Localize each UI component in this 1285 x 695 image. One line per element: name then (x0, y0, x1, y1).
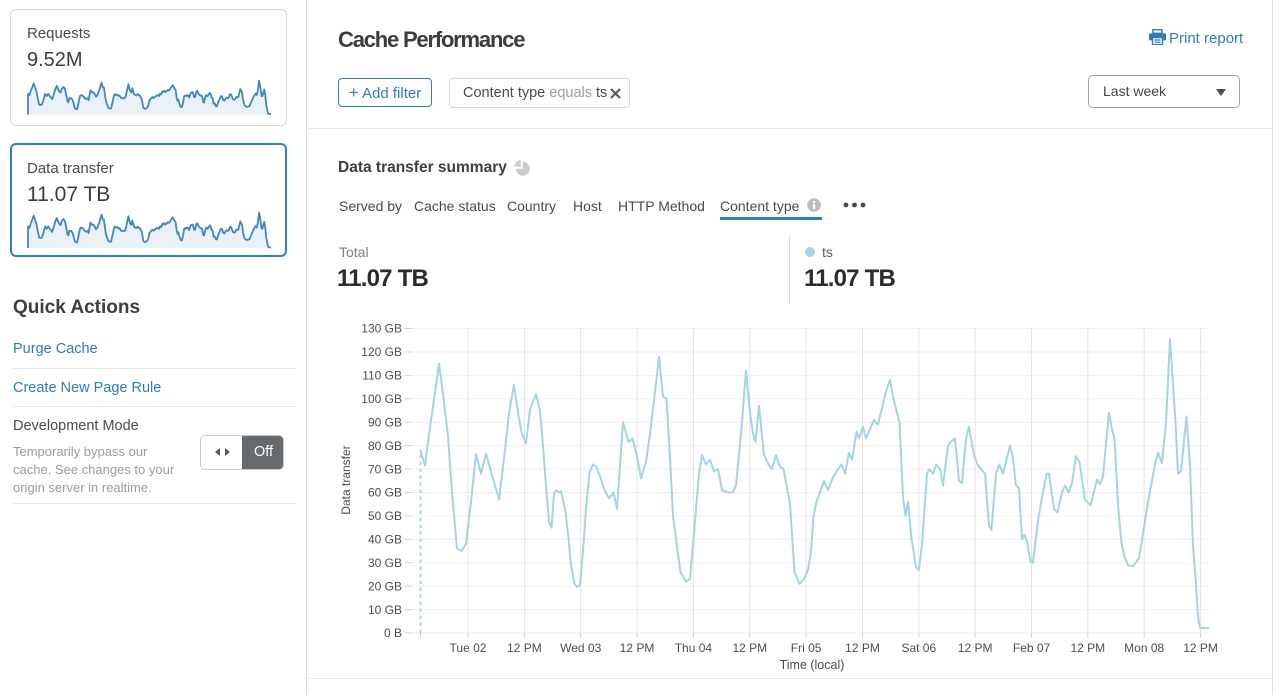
svg-text:12 PM: 12 PM (845, 641, 880, 655)
svg-text:120 GB: 120 GB (361, 345, 402, 359)
svg-text:Tue 02: Tue 02 (450, 641, 487, 655)
svg-text:110 GB: 110 GB (362, 369, 402, 383)
svg-text:10 GB: 10 GB (368, 603, 402, 617)
svg-text:12 PM: 12 PM (507, 641, 542, 655)
svg-text:90 GB: 90 GB (368, 415, 402, 429)
svg-text:0 B: 0 B (384, 626, 402, 640)
svg-text:30 GB: 30 GB (368, 556, 402, 570)
svg-text:Thu 04: Thu 04 (675, 641, 713, 655)
svg-text:40 GB: 40 GB (368, 533, 402, 547)
svg-text:50 GB: 50 GB (368, 509, 402, 523)
svg-text:60 GB: 60 GB (368, 486, 402, 500)
svg-text:12 PM: 12 PM (732, 641, 767, 655)
svg-text:Mon 08: Mon 08 (1124, 641, 1164, 655)
svg-text:20 GB: 20 GB (368, 579, 402, 593)
svg-text:Feb 07: Feb 07 (1013, 641, 1051, 655)
svg-text:130 GB: 130 GB (361, 322, 402, 336)
svg-text:70 GB: 70 GB (368, 462, 402, 476)
svg-text:12 PM: 12 PM (620, 641, 655, 655)
svg-text:100 GB: 100 GB (361, 392, 402, 406)
svg-text:80 GB: 80 GB (368, 439, 402, 453)
svg-text:12 PM: 12 PM (1070, 641, 1105, 655)
svg-text:Sat 06: Sat 06 (901, 641, 936, 655)
svg-text:Wed 03: Wed 03 (560, 641, 601, 655)
svg-text:12 PM: 12 PM (1183, 641, 1218, 655)
svg-text:Data transfer: Data transfer (339, 445, 353, 514)
svg-text:Time (local): Time (local) (780, 658, 845, 672)
svg-text:Fri 05: Fri 05 (791, 641, 822, 655)
svg-text:12 PM: 12 PM (958, 641, 993, 655)
